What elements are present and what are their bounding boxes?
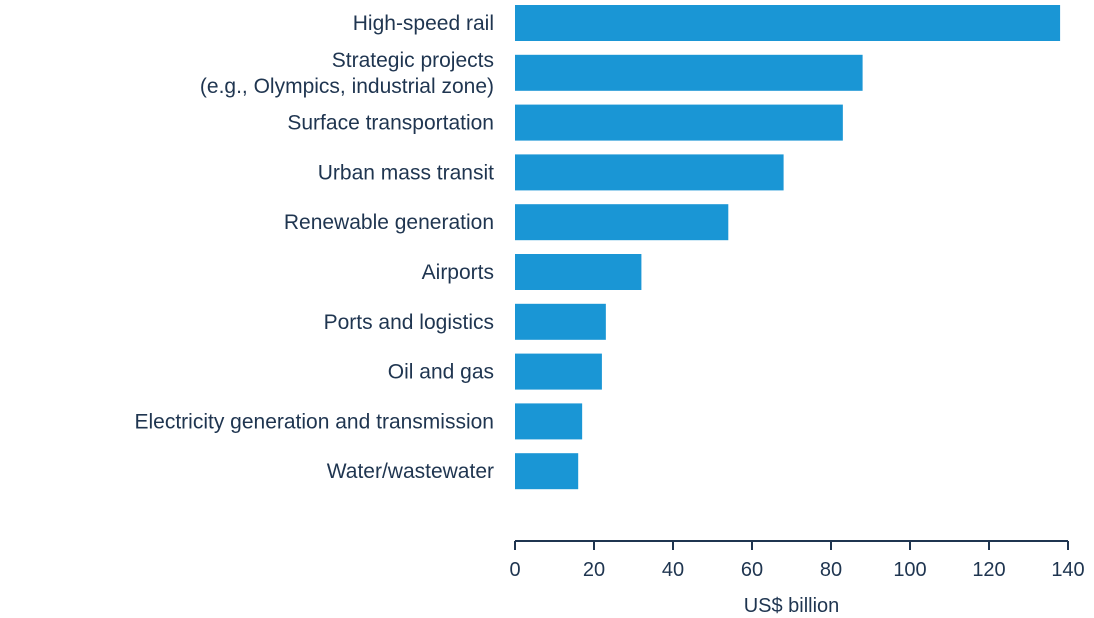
bar-surface-transportation — [515, 104, 843, 141]
x-axis: 0 20 40 60 80 100 120 140 — [509, 540, 1085, 581]
category-label-airports: Airports — [422, 261, 494, 284]
x-tick-label-100: 100 — [893, 559, 926, 581]
x-tick-label-40: 40 — [662, 559, 684, 581]
category-labels-group: High-speed rail Strategic projects (e.g., … — [134, 12, 494, 483]
bar-urban-mass-transit — [515, 154, 784, 191]
category-label-high-speed-rail: High-speed rail — [353, 12, 494, 35]
category-label-ports-and-logistics: Ports and logistics — [324, 311, 494, 334]
bar-oil-and-gas — [515, 353, 602, 390]
bar-renewable-generation — [515, 204, 729, 241]
category-label-water-wastewater: Water/wastewater — [327, 460, 494, 483]
bar-ports-and-logistics — [515, 303, 606, 340]
bar-electricity-generation-and-transmission — [515, 403, 583, 440]
bar-high-speed-rail — [515, 5, 1061, 41]
bars-group — [515, 5, 1061, 490]
x-tick-label-0: 0 — [509, 559, 520, 581]
category-label-renewable-generation: Renewable generation — [284, 211, 494, 234]
x-tick-label-140: 140 — [1051, 559, 1084, 581]
x-axis-title: US$ billion — [744, 595, 840, 617]
category-label-strategic-projects-e-g-olympics-industrial-zone: Strategic projects (e.g., Olympics, indus… — [200, 49, 494, 98]
bar-airports — [515, 254, 642, 290]
category-label-urban-mass-transit: Urban mass transit — [318, 161, 494, 184]
category-label-electricity-generation-and-transmission: Electricity generation and transmission — [134, 410, 494, 433]
x-tick-label-80: 80 — [820, 559, 842, 581]
x-tick-label-20: 20 — [583, 559, 605, 581]
x-tick-label-120: 120 — [972, 559, 1005, 581]
category-label-oil-and-gas: Oil and gas — [388, 361, 494, 384]
x-tick-label-60: 60 — [741, 559, 763, 581]
bar-water-wastewater — [515, 453, 579, 490]
bar-strategic-projects-e-g-olympics-industrial-zone — [515, 54, 863, 91]
category-label-surface-transportation: Surface transportation — [287, 112, 494, 135]
